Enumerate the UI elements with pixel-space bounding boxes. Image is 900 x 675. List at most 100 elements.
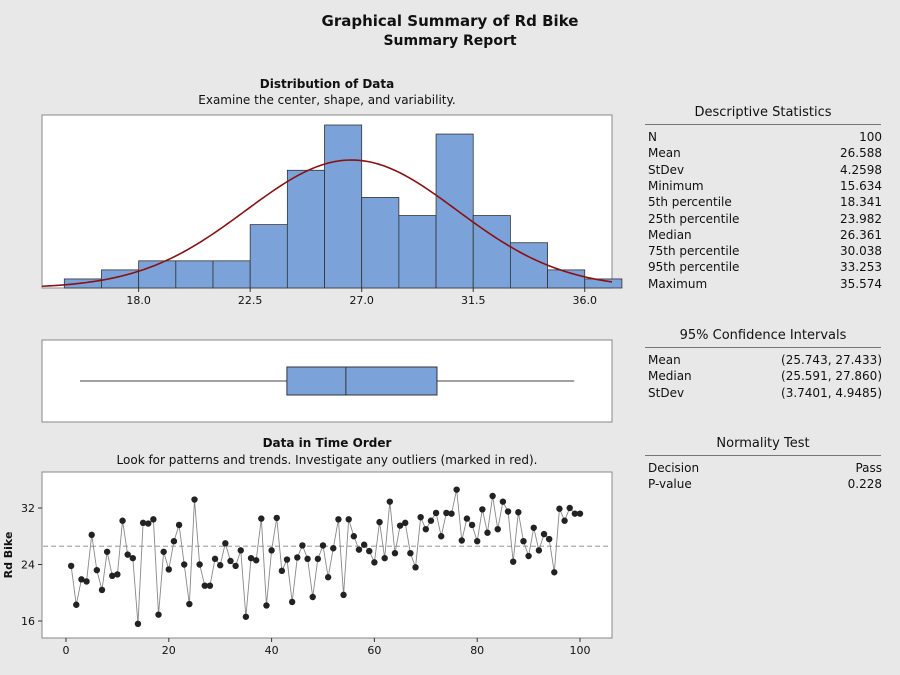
time-order-x-tick-label: 100 bbox=[570, 644, 591, 657]
stat-label: Mean bbox=[648, 146, 681, 161]
time-order-point bbox=[412, 564, 419, 571]
histogram-bar bbox=[212, 260, 251, 289]
time-order-point bbox=[217, 562, 224, 569]
time-order-point bbox=[463, 515, 471, 522]
stat-value: 23.982 bbox=[840, 211, 882, 226]
time-order-point bbox=[561, 517, 568, 524]
time-order-point bbox=[103, 548, 111, 555]
time-order-point bbox=[109, 572, 116, 579]
time-order-point bbox=[283, 556, 291, 563]
time-order-point bbox=[427, 517, 435, 524]
stat-value: 35.574 bbox=[840, 276, 882, 291]
distribution-title: Distribution of Data bbox=[259, 77, 395, 91]
time-order-point bbox=[576, 510, 584, 517]
stat-label: P-value bbox=[648, 477, 692, 492]
stat-value: 18.341 bbox=[840, 195, 882, 210]
time-order-point bbox=[515, 509, 522, 516]
time-order-point bbox=[181, 561, 188, 568]
stat-label: N bbox=[648, 130, 657, 144]
time-order-point bbox=[396, 522, 404, 529]
time-order-point bbox=[566, 504, 573, 512]
time-order-point bbox=[258, 515, 265, 522]
time-order-point bbox=[479, 506, 486, 513]
time-order-point bbox=[376, 518, 383, 526]
time-order-point bbox=[88, 531, 95, 539]
normality-test-divider bbox=[645, 455, 881, 456]
histogram-bar bbox=[584, 278, 623, 289]
histogram-bar bbox=[435, 133, 474, 289]
time-order-point bbox=[73, 601, 80, 608]
stat-value: 100 bbox=[859, 130, 882, 144]
time-order-point bbox=[335, 516, 342, 523]
stat-value: 0.228 bbox=[847, 477, 882, 492]
time-order-point bbox=[119, 517, 126, 524]
normal-fit-curve bbox=[41, 159, 613, 288]
time-order-point bbox=[175, 521, 183, 529]
time-order-point bbox=[571, 510, 579, 517]
time-order-point bbox=[237, 547, 244, 554]
histogram-bar bbox=[286, 169, 325, 289]
time-order-x-tick-label: 60 bbox=[367, 644, 381, 657]
time-order-x-tick-label: 20 bbox=[162, 644, 176, 657]
time-order-point bbox=[391, 550, 399, 557]
time-order-point bbox=[98, 586, 106, 594]
time-order-x-tick-label: 80 bbox=[470, 644, 484, 657]
time-order-point bbox=[160, 548, 167, 555]
time-order-point bbox=[458, 537, 465, 544]
time-order-y-tick-label: 16 bbox=[21, 615, 35, 628]
time-order-point bbox=[350, 533, 358, 540]
time-order-point bbox=[186, 600, 193, 608]
histogram-tick-label: 27.0 bbox=[349, 294, 374, 307]
time-order-point bbox=[134, 620, 142, 628]
stat-label: StDev bbox=[648, 162, 685, 177]
histogram-bar bbox=[324, 124, 363, 289]
time-order-point bbox=[170, 537, 178, 545]
time-order-point bbox=[402, 519, 409, 527]
time-order-point bbox=[129, 554, 137, 562]
time-order-y-tick-label: 24 bbox=[21, 559, 35, 572]
time-order-title: Data in Time Order bbox=[262, 436, 392, 450]
confidence-intervals-divider bbox=[645, 347, 881, 348]
histogram-bar bbox=[138, 260, 177, 289]
time-order-point bbox=[545, 535, 553, 543]
time-order-point bbox=[145, 520, 152, 527]
stat-value: 26.588 bbox=[840, 146, 882, 161]
time-order-point bbox=[530, 524, 537, 531]
stat-label: Median bbox=[648, 227, 692, 242]
stat-value: Pass bbox=[855, 461, 882, 475]
time-order-point bbox=[366, 547, 373, 555]
stat-value: 33.253 bbox=[840, 260, 882, 275]
time-order-point bbox=[499, 498, 507, 505]
time-order-point bbox=[309, 593, 316, 601]
stat-value: 30.038 bbox=[840, 244, 882, 259]
time-order-point bbox=[494, 525, 501, 533]
histogram-tick-label: 18.0 bbox=[126, 294, 151, 307]
stat-label: Maximum bbox=[648, 276, 708, 291]
time-order-point bbox=[67, 562, 75, 570]
time-order-point bbox=[294, 554, 301, 561]
time-order-point bbox=[165, 566, 172, 573]
report-title: Graphical Summary of Rd Bike bbox=[321, 12, 579, 30]
boxplot-chart bbox=[41, 339, 613, 423]
time-order-point bbox=[247, 554, 255, 562]
time-order-point bbox=[417, 513, 424, 521]
time-order-x-tick-label: 40 bbox=[265, 644, 279, 657]
time-order-chart: 0 20 40 60 80 100 16 24 32 Rd Bike bbox=[2, 471, 613, 657]
time-order-point bbox=[78, 576, 85, 583]
time-order-point bbox=[407, 550, 414, 557]
time-order-point bbox=[263, 602, 270, 609]
time-order-point bbox=[381, 554, 388, 562]
stat-value: 26.361 bbox=[840, 227, 882, 242]
time-order-point bbox=[551, 569, 558, 576]
histogram-bar bbox=[398, 215, 437, 289]
histogram-bar bbox=[249, 224, 288, 289]
histogram-chart: 18.0 22.5 27.0 31.5 36.0 bbox=[41, 114, 623, 307]
time-order-point bbox=[324, 574, 332, 581]
stat-value: 4.2598 bbox=[840, 162, 882, 177]
time-order-point bbox=[319, 542, 327, 549]
time-order-point bbox=[252, 557, 260, 564]
histogram-bar bbox=[175, 260, 214, 289]
distribution-subtitle: Examine the center, shape, and variabili… bbox=[198, 93, 456, 107]
stat-label: StDev bbox=[648, 385, 685, 400]
